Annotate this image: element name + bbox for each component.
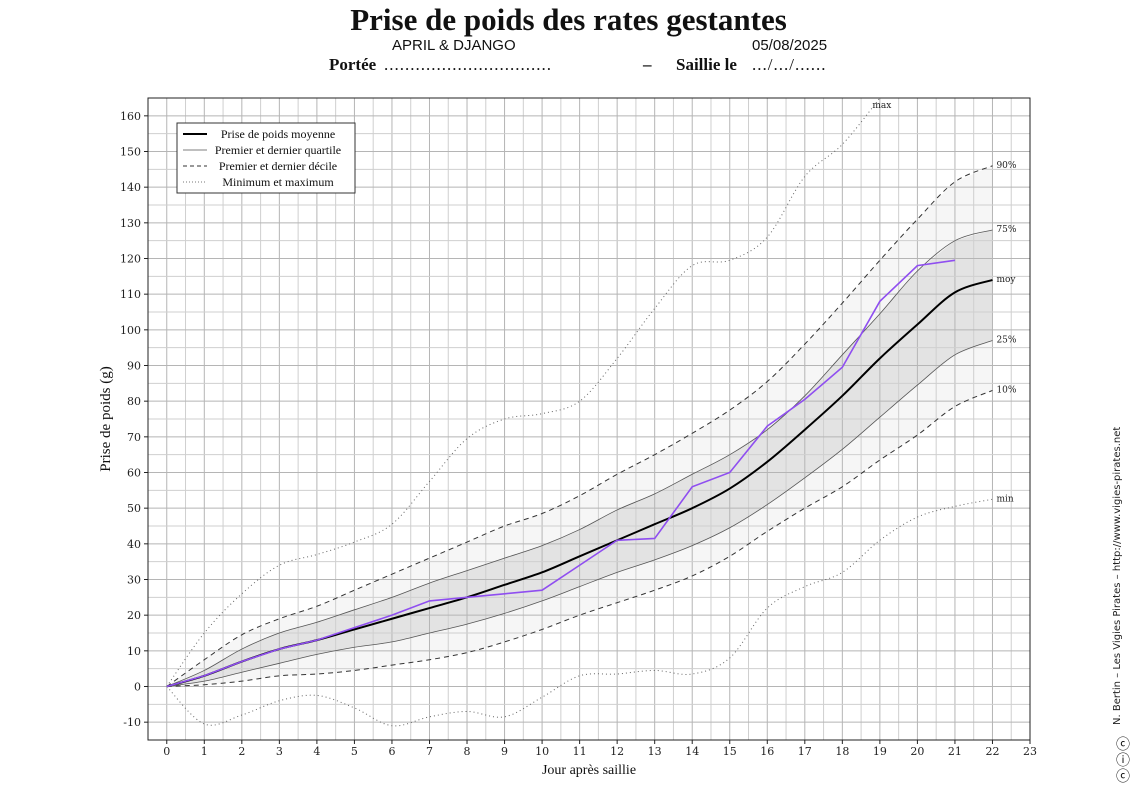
legend-label: Premier et dernier décile xyxy=(219,159,337,173)
x-tick-label: 6 xyxy=(388,745,395,758)
quartile-band xyxy=(166,229,993,687)
x-tick-label: 5 xyxy=(351,745,358,758)
y-tick-label: 120 xyxy=(120,253,141,266)
y-tick-label: 90 xyxy=(127,360,141,373)
x-tick-label: 8 xyxy=(464,745,471,758)
series-q1 xyxy=(166,340,993,687)
x-tick-label: 4 xyxy=(313,745,320,758)
end-label-d1: 10% xyxy=(996,385,1016,395)
y-tick-label: 130 xyxy=(120,217,141,230)
credit-text: N. Bertin – Les Vigies Pirates – http://… xyxy=(1112,426,1123,725)
y-tick-label: 160 xyxy=(120,110,141,123)
y-tick-label: 140 xyxy=(120,181,141,194)
x-tick-label: 3 xyxy=(276,745,283,758)
end-label-max: max xyxy=(872,101,891,111)
x-tick-label: 10 xyxy=(535,745,549,758)
x-tick-label: 23 xyxy=(1023,745,1037,758)
end-label-q1: 25% xyxy=(996,336,1016,346)
series-min xyxy=(166,498,993,727)
x-axis-label: Jour après saillie xyxy=(542,763,636,778)
y-tick-label: 100 xyxy=(120,324,141,337)
cc-icon: ⓒ xyxy=(1116,769,1130,785)
portee-value: APRIL & DJANGO xyxy=(392,37,516,54)
x-tick-label: 19 xyxy=(873,745,887,758)
saillie-value: 05/08/2025 xyxy=(752,37,828,54)
y-tick-label: 150 xyxy=(120,146,141,159)
y-tick-label: 0 xyxy=(134,681,141,694)
portee-dots: ................................ xyxy=(384,55,552,74)
series-group xyxy=(166,98,993,727)
separator: – xyxy=(643,55,652,74)
y-tick-label: 80 xyxy=(127,395,141,408)
x-tick-label: 2 xyxy=(238,745,245,758)
y-tick-label: 20 xyxy=(127,609,141,622)
series-d1 xyxy=(166,390,993,687)
y-tick-label: 30 xyxy=(127,574,141,587)
x-tick-label: 0 xyxy=(163,745,170,758)
x-tick-label: 22 xyxy=(985,745,999,758)
copyright-icon: ⓒ xyxy=(1116,737,1130,753)
x-tick-label: 15 xyxy=(723,745,737,758)
end-label-min: min xyxy=(996,494,1013,504)
legend-label: Minimum et maximum xyxy=(222,175,334,189)
x-tick-label: 13 xyxy=(648,745,662,758)
y-tick-label: 50 xyxy=(127,502,141,515)
end-label-moy: moy xyxy=(996,275,1016,285)
x-tick-label: 7 xyxy=(426,745,433,758)
plot-frame xyxy=(147,97,1031,741)
y-tick-label: -10 xyxy=(123,716,141,729)
legend-label: Premier et dernier quartile xyxy=(215,143,341,157)
license-icons: ⓒ ⓘ ⓒ xyxy=(1113,737,1133,785)
end-label-d9: 90% xyxy=(996,161,1016,171)
x-tick-label: 9 xyxy=(501,745,508,758)
x-tick-label: 20 xyxy=(910,745,924,758)
x-tick-label: 18 xyxy=(835,745,849,758)
legend: Prise de poids moyenne Premier et dernier… xyxy=(176,122,356,194)
y-tick-label: 70 xyxy=(127,431,141,444)
x-tick-label: 11 xyxy=(573,745,587,758)
x-tick-label: 1 xyxy=(201,745,208,758)
x-tick-label: 14 xyxy=(685,745,699,758)
y-axis-label: Prise de poids (g) xyxy=(98,366,114,471)
y-tick-label: 60 xyxy=(127,467,141,480)
end-label-q3: 75% xyxy=(996,225,1016,235)
legend-label: Prise de poids moyenne xyxy=(221,127,335,141)
page-title: Prise de poids des rates gestantes xyxy=(350,2,787,37)
x-tick-label: 17 xyxy=(798,745,812,758)
by-icon: ⓘ xyxy=(1116,753,1130,769)
series-q3 xyxy=(166,229,993,687)
saillie-dots: .../.../...... xyxy=(752,55,827,74)
x-tick-label: 12 xyxy=(610,745,624,758)
measured-weight-line xyxy=(166,259,956,688)
x-tick-label: 16 xyxy=(760,745,774,758)
y-tick-label: 110 xyxy=(120,288,141,301)
y-tick-label: 10 xyxy=(127,645,141,658)
portee-label: Portée xyxy=(329,55,377,74)
series-d9 xyxy=(166,165,993,687)
x-tick-label: 21 xyxy=(948,745,962,758)
y-tick-label: 40 xyxy=(127,538,141,551)
saillie-label: Saillie le xyxy=(676,55,737,74)
